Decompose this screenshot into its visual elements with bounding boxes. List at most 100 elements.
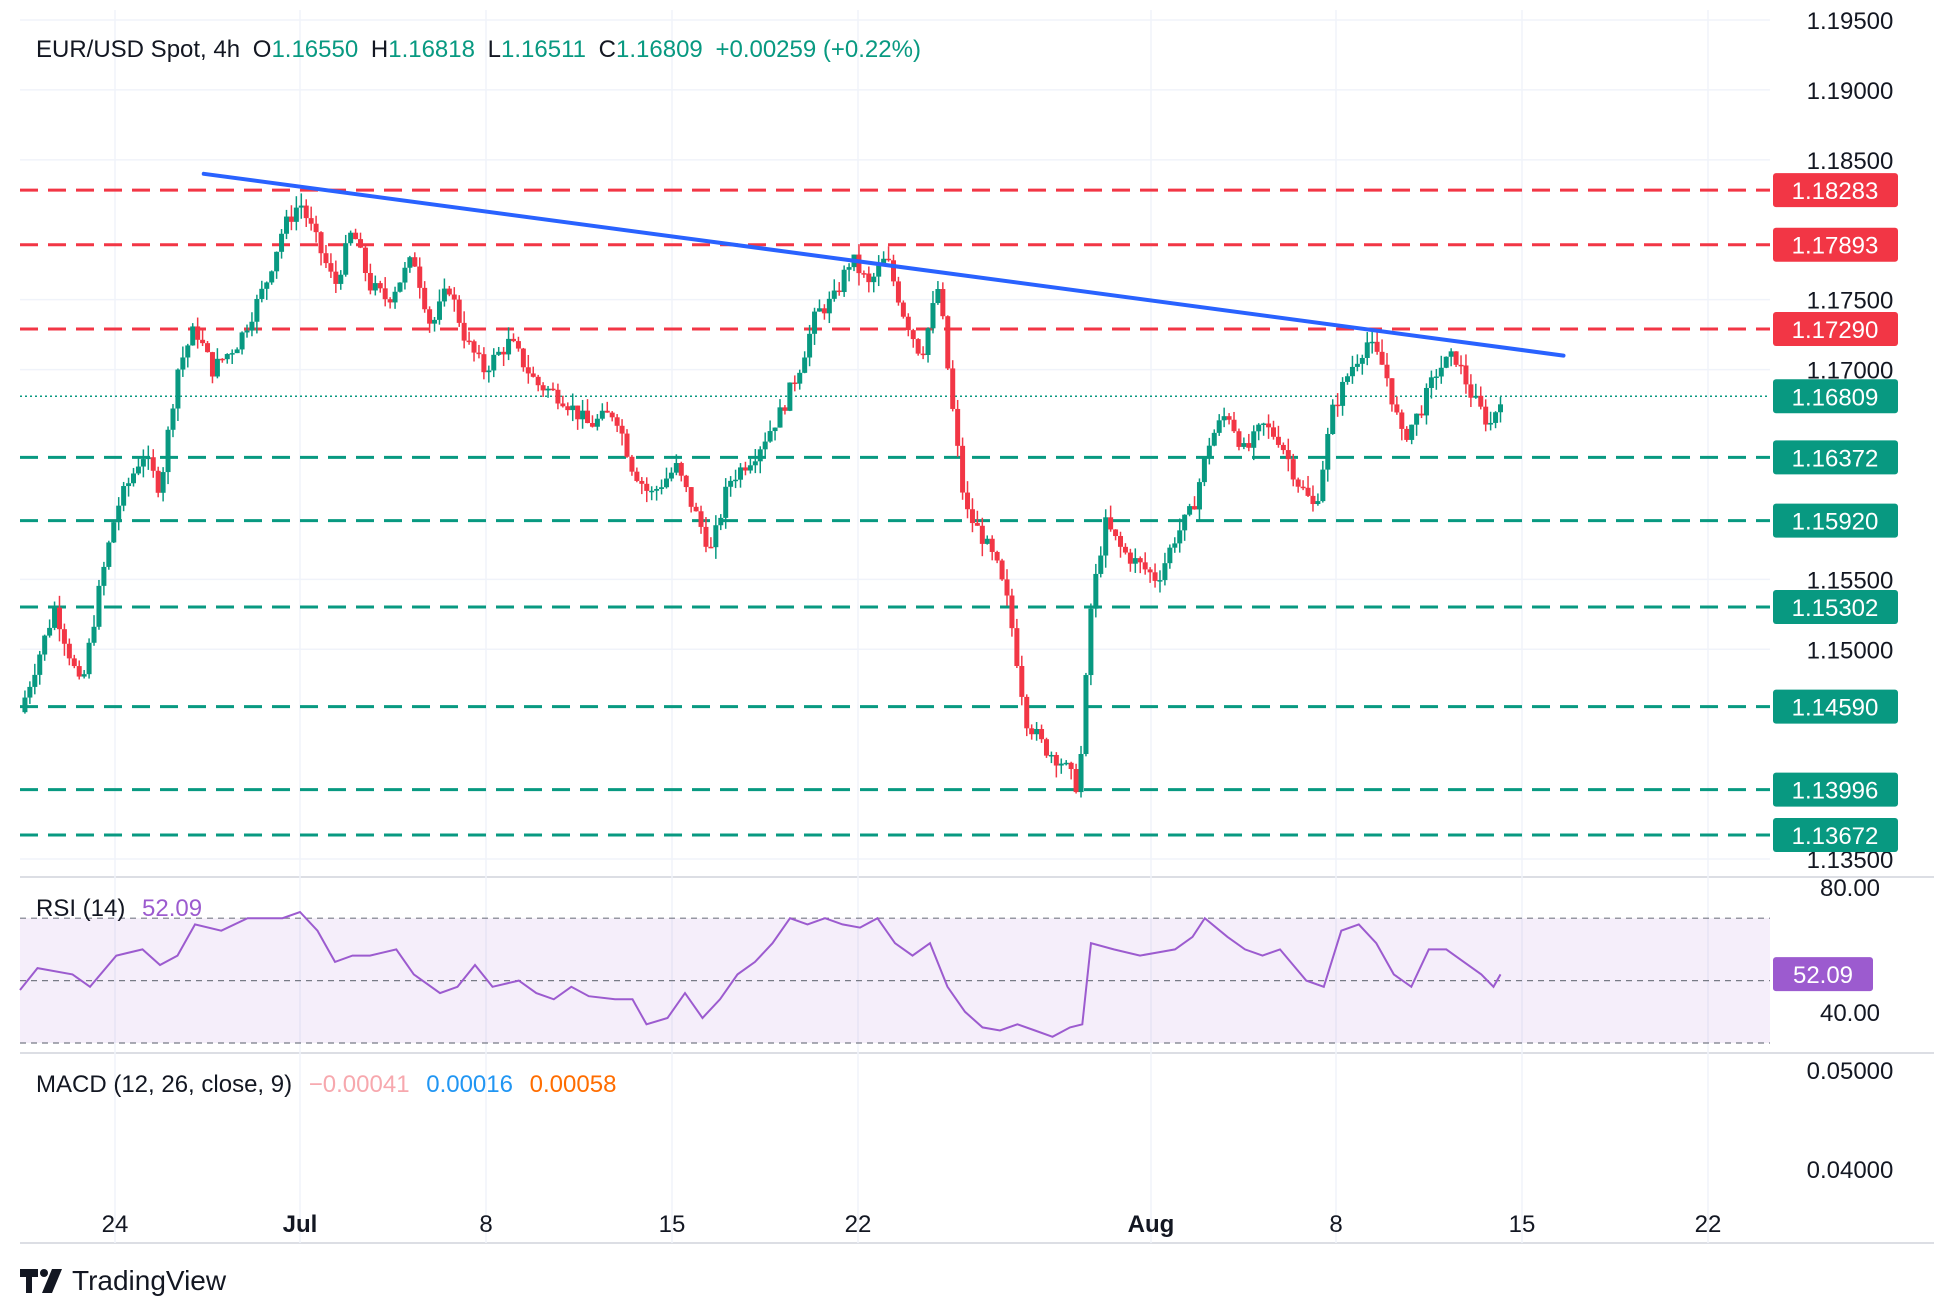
candle-body	[525, 367, 531, 374]
candle-body	[782, 407, 788, 411]
candle-body	[629, 456, 635, 472]
candle-body	[155, 470, 161, 493]
candle-body	[42, 635, 48, 655]
candle-body	[1409, 424, 1415, 440]
candle-body	[417, 266, 423, 288]
macd-signal-value: 0.00058	[529, 1071, 617, 1098]
rsi-line	[19, 910, 1502, 1038]
candle-body	[678, 463, 684, 476]
rsi-axis-tick: 40.00	[1820, 1000, 1880, 1027]
candle-body	[1078, 754, 1084, 793]
candle-body	[1463, 365, 1469, 385]
candle-body	[101, 566, 107, 586]
candle-body	[866, 273, 872, 283]
candle-body	[1108, 517, 1114, 530]
candle-body	[486, 370, 492, 373]
candle-body	[131, 473, 137, 484]
candle-body	[757, 449, 763, 462]
candle-body	[333, 271, 339, 284]
candle-body	[116, 505, 122, 523]
tradingview-logo[interactable]: TradingView	[20, 1265, 226, 1297]
candle-body	[930, 303, 936, 329]
candle-body	[1335, 404, 1341, 407]
candle-body	[436, 301, 442, 320]
candle-body	[1305, 487, 1311, 496]
candle-body	[165, 429, 171, 473]
candle-body	[313, 223, 319, 233]
candle-body	[501, 351, 507, 355]
candle-body	[565, 406, 571, 411]
candle-body	[663, 478, 669, 488]
rsi-axis-tick: 80.00	[1820, 875, 1880, 902]
candle-body	[362, 247, 368, 273]
candle-body	[219, 358, 225, 361]
candle-body	[1162, 563, 1168, 581]
candle-body	[1098, 555, 1104, 574]
candle-body	[575, 405, 581, 420]
candle-body	[1300, 486, 1306, 489]
candle-body	[989, 538, 995, 552]
candle-body	[812, 311, 818, 334]
candle-body	[1389, 378, 1395, 405]
candle-body	[412, 257, 418, 267]
candle-body	[1354, 363, 1360, 367]
candle-body	[910, 330, 916, 340]
low-label: L	[487, 36, 502, 63]
candle-body	[1241, 443, 1247, 447]
candle-body	[1127, 552, 1133, 564]
candle-body	[762, 441, 768, 450]
rsi-label: RSI (14)	[36, 895, 126, 922]
candle-body	[1275, 436, 1281, 445]
candle-body	[520, 348, 526, 368]
rsi-value: 52.09	[142, 895, 203, 922]
candle-body	[66, 643, 72, 659]
candle-body	[594, 418, 600, 427]
candle-body	[515, 341, 521, 349]
candle-body	[308, 218, 314, 224]
candle-body	[530, 373, 536, 377]
candle-body	[111, 522, 117, 543]
candle-body	[955, 408, 961, 446]
candle-body	[540, 385, 546, 391]
candle-body	[47, 627, 53, 636]
candle-body	[767, 431, 773, 442]
candle-body	[683, 475, 689, 488]
candle-body	[1043, 739, 1049, 756]
price-axis-tick: 1.19000	[1807, 78, 1894, 105]
candle-body	[288, 216, 294, 222]
candle-body	[1048, 754, 1054, 757]
support-level-label: 1.13672	[1792, 823, 1879, 850]
candle-body	[693, 506, 699, 512]
candle-body	[876, 265, 882, 277]
candle-body	[441, 288, 447, 302]
candle-body	[1345, 376, 1351, 382]
candle-body	[1498, 404, 1503, 413]
candle-body	[456, 299, 462, 323]
candle-body	[821, 308, 827, 314]
candle-body	[1182, 514, 1188, 531]
candle-body	[106, 542, 112, 567]
candle-body	[56, 607, 62, 630]
candle-body	[1266, 423, 1272, 428]
support-level-badge	[1773, 440, 1898, 475]
candle-body	[32, 674, 38, 687]
candle-body	[1246, 443, 1252, 448]
candle-body	[1448, 351, 1454, 357]
candle-body	[604, 410, 610, 413]
candle-body	[511, 338, 516, 342]
candle-body	[1103, 517, 1109, 556]
candle-body	[698, 511, 704, 527]
candle-body	[348, 232, 354, 244]
candle-body	[1152, 572, 1158, 581]
candle-body	[239, 332, 245, 350]
candle-body	[1419, 413, 1425, 416]
high-value: 1.16818	[388, 36, 475, 63]
candle-body	[802, 357, 808, 373]
candle-body	[372, 283, 378, 291]
candle-body	[639, 480, 645, 484]
candle-body	[634, 471, 640, 481]
candle-body	[738, 467, 744, 480]
candle-body	[723, 486, 729, 518]
time-axis-tick: 24	[102, 1211, 129, 1238]
candle-body	[195, 326, 201, 340]
